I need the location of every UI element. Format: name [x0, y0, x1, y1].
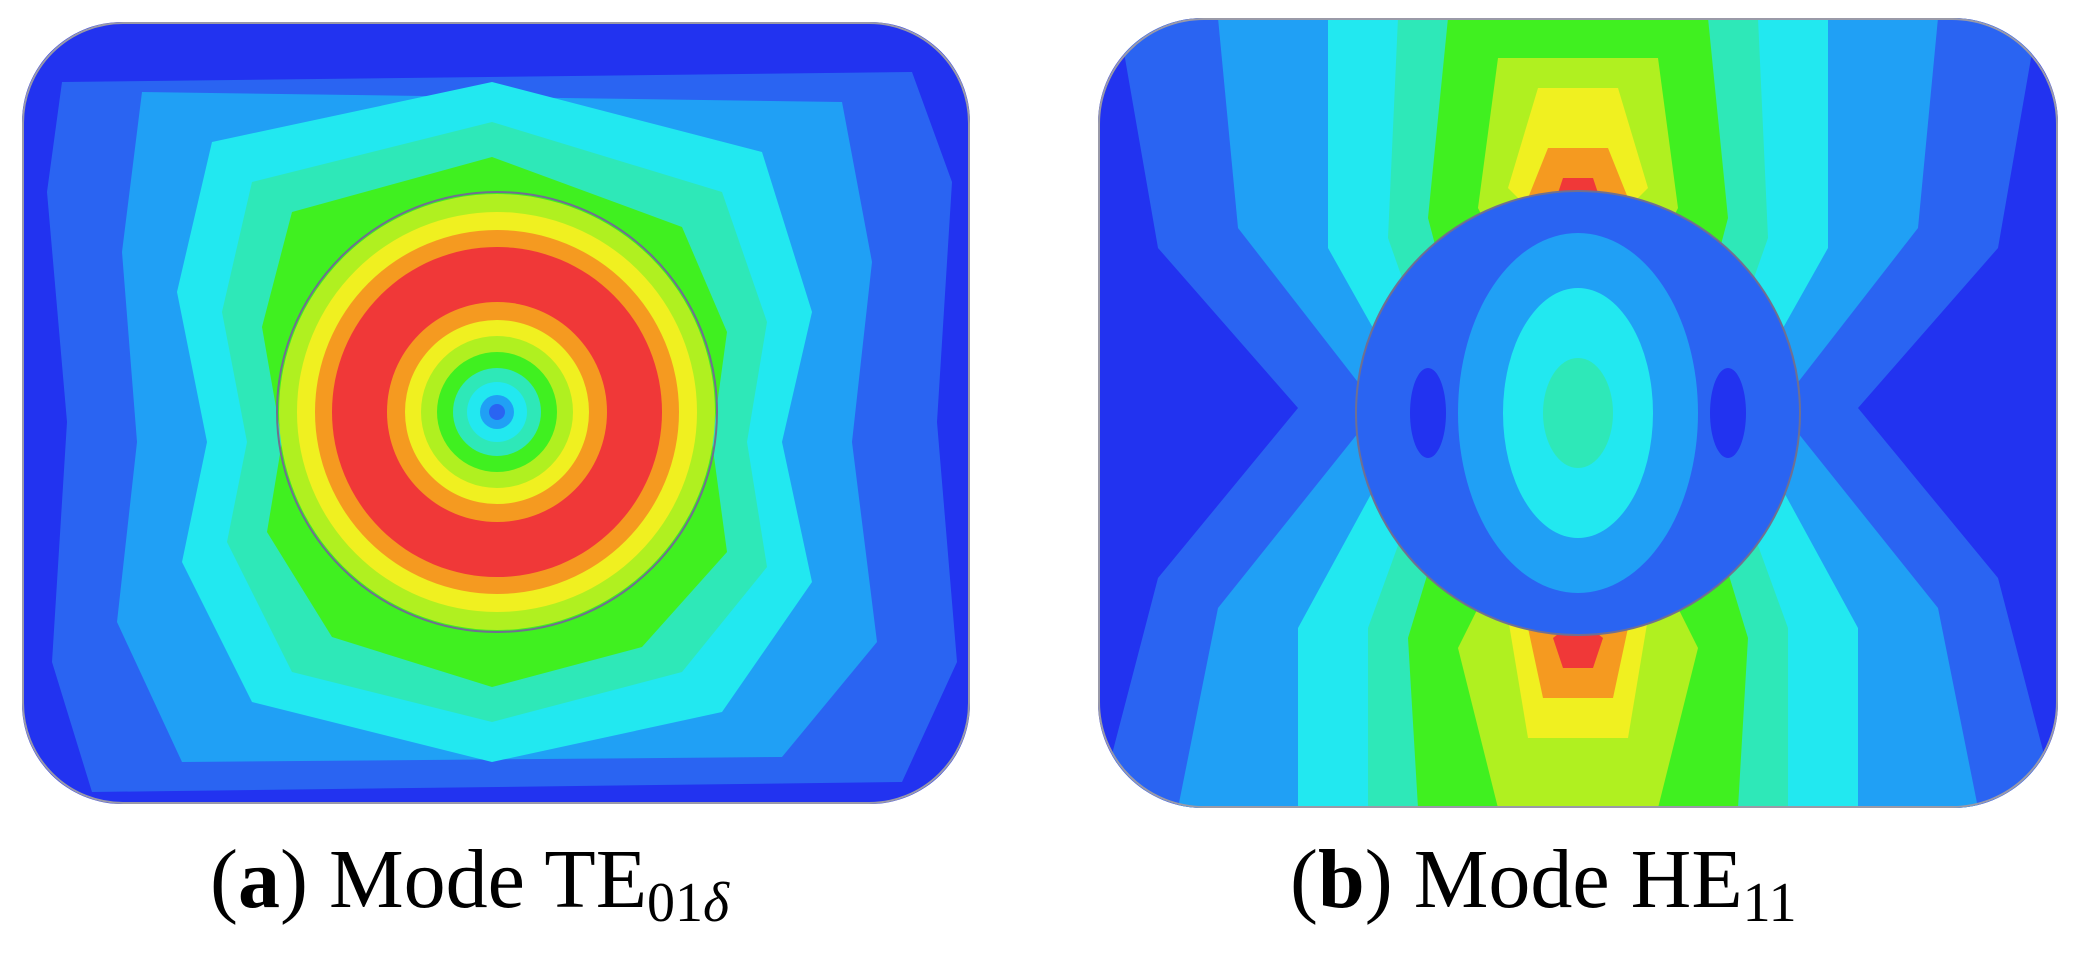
- caption-open-paren: (: [210, 833, 238, 926]
- caption-b: (b) Mode HE11: [1290, 838, 1797, 932]
- caption-open-paren: (: [1290, 833, 1318, 926]
- caption-text: Mode TE: [307, 833, 648, 926]
- caption-close-paren: ): [279, 833, 308, 926]
- resonator-outline: [276, 191, 718, 633]
- disk-left-lobe: [1410, 368, 1446, 458]
- caption-subscript-number: 01: [647, 872, 704, 934]
- caption-close-paren: ): [1364, 833, 1393, 926]
- disk-band-teal: [1543, 358, 1613, 468]
- caption-subscript: 01δ: [647, 872, 729, 934]
- caption-subscript-number: 11: [1742, 872, 1797, 934]
- he11-field-plot: [1098, 18, 2058, 808]
- caption-text: Mode HE: [1392, 833, 1743, 926]
- caption-subscript-symbol: δ: [703, 872, 730, 934]
- cavity-outline: [1098, 18, 2058, 808]
- caption-letter: a: [237, 833, 280, 926]
- caption-a: (a) Mode TE01δ: [210, 838, 729, 932]
- he11-contour-svg: [1098, 18, 2058, 808]
- caption-subscript: 11: [1743, 872, 1797, 934]
- cavity-outline: [22, 22, 970, 804]
- disk-right-lobe: [1710, 368, 1746, 458]
- te01-field-plot: [22, 22, 970, 804]
- caption-letter: b: [1317, 833, 1365, 926]
- contour-band-center-blue: [489, 404, 505, 420]
- te01-contour-svg: [22, 22, 970, 804]
- resonator-outline: [1355, 190, 1801, 636]
